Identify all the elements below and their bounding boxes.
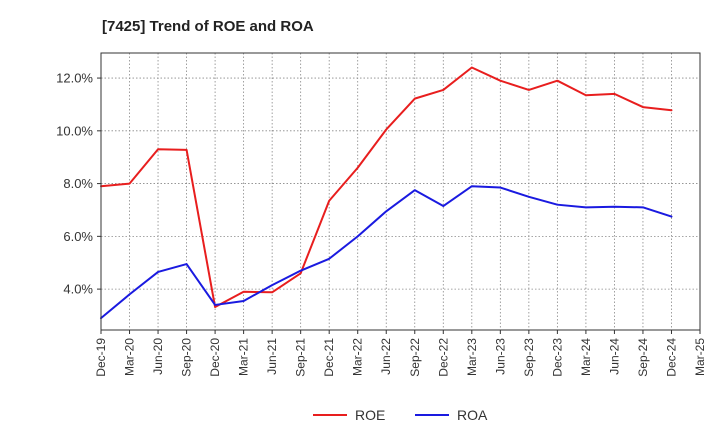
x-tick-label: Jun-21: [265, 338, 279, 375]
y-tick-label: 6.0%: [63, 229, 93, 244]
x-tick-label: Mar-22: [351, 338, 365, 376]
x-tick-label: Mar-21: [237, 338, 251, 376]
legend: ROE ROA: [313, 407, 488, 423]
x-tick-label: Dec-20: [208, 338, 222, 377]
x-axis-ticks: Dec-19 Mar-20 Jun-20 Sep-20 Dec-20 Mar-21 Jun-…: [94, 330, 707, 377]
y-axis-ticks: 4.0% 6.0% 8.0% 10.0% 12.0%: [56, 71, 101, 297]
series-line-roe: [100, 66, 673, 309]
x-tick-label: Mar-20: [123, 338, 137, 376]
y-tick-label: 10.0%: [56, 123, 93, 138]
x-tick-label: Jun-23: [493, 338, 507, 375]
legend-label-roa: ROA: [457, 407, 488, 423]
x-tick-label: Jun-20: [151, 338, 165, 375]
x-tick-label: Mar-25: [693, 338, 707, 376]
x-tick-label: Sep-24: [636, 338, 650, 377]
x-tick-label: Sep-21: [294, 338, 308, 377]
x-tick-label: Dec-23: [550, 338, 564, 377]
x-tick-label: Sep-22: [408, 338, 422, 377]
series-lines: [100, 66, 673, 320]
x-tick-label: Sep-23: [522, 338, 536, 377]
y-tick-label: 12.0%: [56, 71, 93, 86]
plot-frame: [100, 52, 701, 331]
chart-title: [7425] Trend of ROE and ROA: [102, 18, 314, 35]
grid: [101, 53, 700, 330]
y-tick-label: 8.0%: [63, 176, 93, 191]
x-tick-label: Dec-19: [94, 338, 108, 377]
legend-label-roe: ROE: [355, 407, 385, 423]
y-tick-label: 4.0%: [63, 282, 93, 297]
x-tick-label: Dec-21: [322, 338, 336, 377]
series-line-roa: [100, 185, 673, 320]
x-tick-label: Sep-20: [180, 338, 194, 377]
x-tick-label: Dec-22: [436, 338, 450, 377]
x-tick-label: Mar-23: [465, 338, 479, 376]
x-tick-label: Dec-24: [664, 338, 678, 377]
x-tick-label: Jun-22: [379, 338, 393, 375]
x-tick-label: Jun-24: [607, 338, 621, 375]
x-tick-label: Mar-24: [579, 338, 593, 376]
